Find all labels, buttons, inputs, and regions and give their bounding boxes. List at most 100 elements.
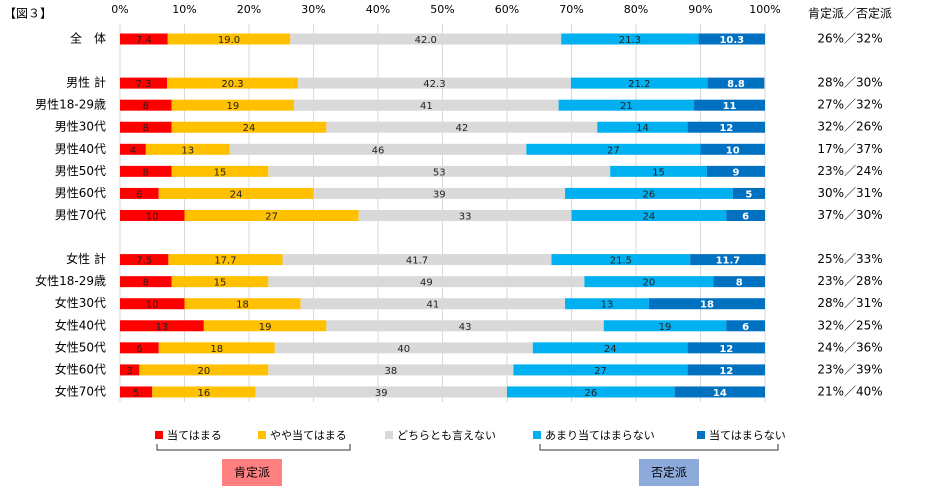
bar-segment [282,254,552,266]
value-label: 12 [719,123,733,134]
value-label: 11 [723,101,737,112]
legend-swatch [258,431,266,439]
x-tick-label: 20% [237,3,261,16]
bar-segment [358,209,572,221]
bar-segment [167,77,299,89]
value-label: 8.8 [727,79,745,90]
bar-segment [229,143,527,155]
bar-segment [158,342,275,354]
bar-segment [674,386,765,398]
x-tick-label: 80% [624,3,648,16]
legend-label: あまり当てはまらない [545,428,655,442]
value-label: 7.5 [136,256,152,267]
value-label: 15 [652,167,665,178]
value-label: 8 [143,101,149,112]
value-label: 49 [420,278,433,289]
bar-segment [526,143,701,155]
bar-segment [171,165,269,177]
value-label: 8 [143,167,149,178]
bar-segment [268,364,514,376]
bar-segment [571,209,727,221]
bar-segment [120,298,185,310]
bar-segment [298,77,571,89]
right-label: 17%／37% [817,142,882,156]
bar-segment [532,342,688,354]
right-label: 32%／25% [817,318,882,332]
bar-segment [294,99,559,111]
x-tick-label: 10% [172,3,196,16]
bar-segment [203,320,327,332]
bar-segment [603,320,727,332]
value-label: 3 [126,366,132,377]
value-label: 27 [607,145,620,156]
value-label: 10.3 [719,35,744,46]
bar-segment [726,320,765,332]
value-label: 33 [459,211,472,222]
value-label: 19 [259,322,272,333]
bar-segment [171,121,327,133]
bar-segment [558,99,695,111]
right-label: 23%／28% [817,274,882,288]
value-label: 16 [197,388,210,399]
bar-segment [648,298,765,310]
bar-segment [565,298,649,310]
bar-segment [120,364,140,376]
y-tick-label: 男性 計 [66,75,106,90]
y-tick-label: 男性40代 [55,142,106,156]
right-label: 23%／24% [817,164,882,178]
y-tick-label: 女性40代 [55,317,106,332]
bar-segment [120,209,185,221]
value-label: 14 [713,388,727,399]
bar-segment [698,33,765,45]
bar-segment [290,33,562,45]
value-label: 27 [265,211,278,222]
bracket [156,444,351,451]
bar-segment [565,187,733,199]
bar-segment [597,121,688,133]
value-label: 24 [230,189,243,200]
right-label: 23%／39% [817,362,882,376]
bar-segment [300,298,566,310]
value-label: 42 [455,123,468,134]
x-tick-label: 70% [559,3,583,16]
value-label: 39 [433,189,446,200]
value-label: 19 [659,322,672,333]
group-box [639,459,699,486]
bar-segment [120,342,159,354]
value-label: 21.2 [628,79,650,90]
bar-segment [120,99,172,111]
bar-segment [120,386,153,398]
bar-segment [120,276,172,288]
bar-segment [507,386,675,398]
value-label: 11.7 [716,256,741,267]
value-label: 5 [745,189,752,200]
bar-segment [732,187,765,199]
y-tick-label: 女性 計 [66,251,106,266]
y-tick-label: 女性30代 [55,295,106,310]
bar-segment [274,342,533,354]
legend-swatch [533,431,541,439]
legend-label: 当てはまる [167,428,222,442]
bar-segment [120,77,168,89]
value-label: 7.4 [136,35,152,46]
bar-segment [706,165,765,177]
value-label: 24 [643,211,656,222]
value-label: 18 [700,300,714,311]
value-label: 6 [136,189,142,200]
bar-segment [168,254,283,266]
value-label: 41 [420,101,433,112]
value-label: 13 [156,322,169,333]
legend-swatch [155,431,163,439]
value-label: 15 [214,278,227,289]
value-label: 21 [620,101,633,112]
bar-segment [584,276,714,288]
bar-segment [120,165,172,177]
legend-label: どちらとも言えない [397,429,496,442]
bar-segment [690,254,766,266]
y-tick-label: 男性50代 [55,164,106,178]
bar-segment [713,276,765,288]
value-label: 5 [133,388,139,399]
x-tick-label: 60% [495,3,519,16]
bar-segment [120,143,146,155]
bar-segment [707,77,765,89]
